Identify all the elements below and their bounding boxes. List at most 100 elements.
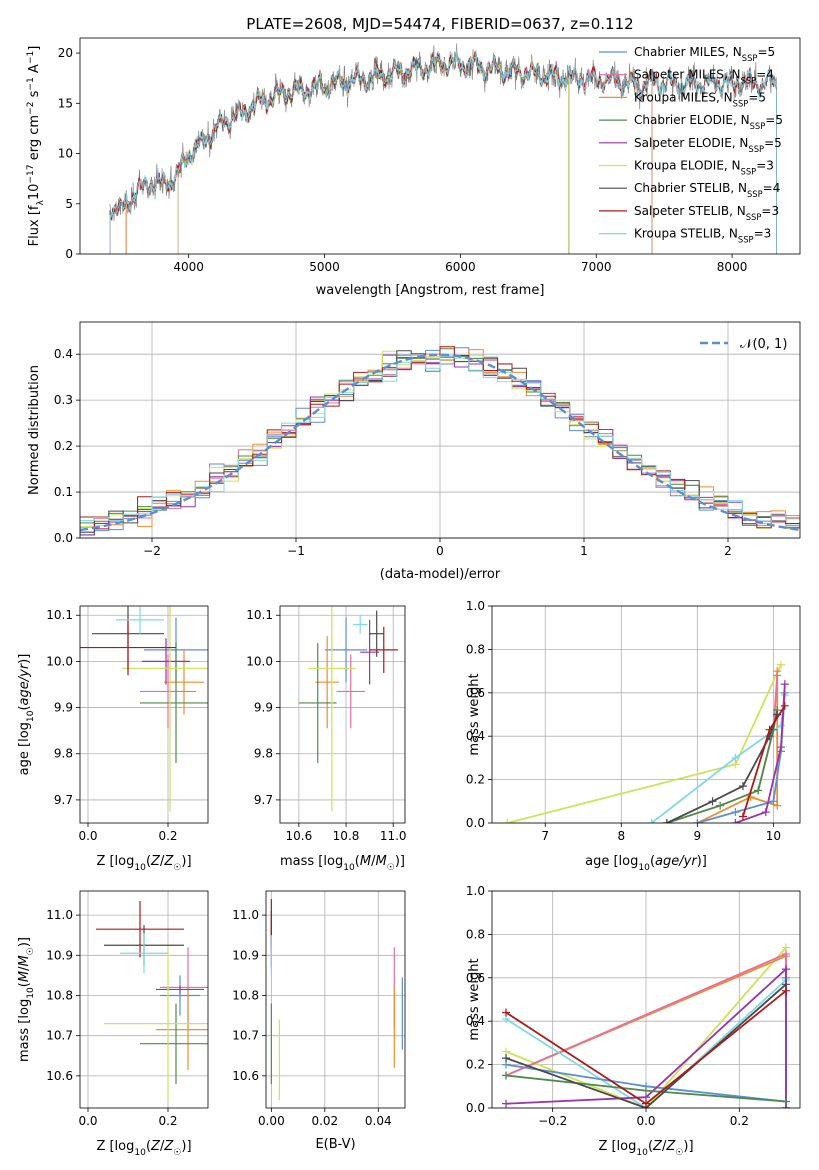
y-tick-label: 0.4 (466, 1014, 485, 1028)
weight-marker (502, 1099, 510, 1108)
panel-mass_weight_vs_age: 7 8 9 10 0.0 0.2 0.4 0.6 0.8 1.0 mass weight age [l… (466, 599, 801, 873)
weight-line (505, 983, 787, 1108)
weight-marker (716, 801, 725, 810)
weight-marker (708, 797, 717, 806)
y-tick-label: 0.2 (54, 439, 73, 453)
legend-entry: Kroupa MILES, NSSP=5 (634, 90, 766, 108)
legend-entry: 𝒩(0, 1) (740, 337, 787, 352)
panel-mass_vs_ebv: 0.00 0.02 0.04 10.6 10.7 10.8 10.9 11.0 E(B-V) (232, 890, 406, 1152)
axes-frame (491, 605, 801, 824)
axes-frame (265, 890, 406, 1109)
x-tick-label: 1 (580, 544, 588, 558)
legend-entry: Salpeter STELIB, NSSP=3 (634, 204, 779, 222)
weight-marker (647, 819, 656, 823)
x-tick-label: 0.2 (730, 1114, 749, 1128)
y-tick-label: 0.0 (466, 1101, 485, 1115)
y-tick-label: 9.7 (54, 793, 73, 807)
weight-marker (642, 1086, 650, 1095)
x-tick-label: 8 (617, 829, 625, 843)
x-axis-label: age [log10(age/yr)] (585, 854, 707, 873)
y-tick-label: 9.9 (54, 701, 73, 715)
x-tick-label: 2 (724, 544, 732, 558)
weight-marker (773, 801, 782, 810)
y-tick-label: 11.0 (232, 908, 259, 922)
weight-line (505, 967, 787, 1108)
x-tick-label: −1 (287, 544, 305, 558)
axes-frame (79, 890, 209, 1109)
weight-marker (782, 949, 790, 958)
x-tick-label: 8000 (717, 260, 748, 274)
plot-area (80, 606, 208, 812)
weight-marker (502, 1054, 510, 1063)
x-axis-label: mass [log10(M/M☉)] (280, 854, 405, 873)
x-tick-label: −0.2 (538, 1114, 567, 1128)
weight-marker (693, 819, 702, 823)
legend-entry: Salpeter MILES, NSSP=4 (634, 68, 774, 86)
y-tick-label: 0.0 (466, 816, 485, 830)
weight-line (505, 946, 787, 1108)
figure-title: PLATE=2608, MJD=54474, FIBERID=0637, z=0… (246, 15, 633, 33)
plot-area (96, 901, 208, 1100)
x-tick-label: 0.00 (258, 1114, 285, 1128)
x-axis-label: Z [log10(Z/Z☉)] (96, 1139, 191, 1158)
weight-marker (642, 1099, 650, 1108)
y-tick-label: 0.4 (54, 347, 73, 361)
y-tick-label: 9.8 (254, 747, 273, 761)
x-tick-label: 9 (694, 829, 702, 843)
panel-spectrum: 4000 5000 6000 7000 8000 0 5 10 15 20 wavelength [… (26, 37, 801, 298)
y-tick-label: 10.7 (46, 1029, 73, 1043)
legend-entry: Chabrier STELIB, NSSP=4 (634, 181, 780, 199)
weight-line (505, 979, 787, 1108)
y-tick-label: 10.0 (246, 654, 273, 668)
weight-marker (780, 701, 789, 710)
y-axis-label: mass weight (467, 673, 482, 755)
x-tick-label: 0 (436, 544, 444, 558)
weight-marker (782, 965, 790, 974)
weight-marker (731, 808, 740, 817)
y-tick-label: 9.8 (54, 747, 73, 761)
x-tick-label: 5000 (309, 260, 340, 274)
y-tick-label: 10.0 (46, 654, 73, 668)
plot-area (109, 43, 777, 254)
panel-age_vs_mass: 10.6 10.8 11.0 9.7 9.8 9.9 10.0 10.1 mass [log10… (246, 605, 407, 873)
y-tick-label: 1.0 (466, 599, 485, 613)
x-tick-label: 7 (541, 829, 549, 843)
axes-frame (79, 605, 209, 824)
x-tick-label: 0.0 (78, 829, 97, 843)
y-tick-label: 0.0 (54, 531, 73, 545)
weight-marker (754, 786, 763, 795)
plot-area (502, 943, 790, 1108)
axes-frame (79, 321, 801, 539)
x-tick-label: 4000 (173, 260, 204, 274)
y-tick-label: 0.2 (466, 1058, 485, 1072)
y-tick-label: 0.4 (466, 729, 485, 743)
y-tick-label: 10.7 (232, 1029, 259, 1043)
weight-line (696, 671, 779, 823)
weight-marker (769, 797, 778, 806)
x-tick-label: 10 (766, 829, 781, 843)
y-axis-label: age [log10(age/yr)] (17, 654, 36, 776)
weight-marker (502, 1071, 510, 1080)
weight-marker (502, 1008, 510, 1017)
y-tick-label: 11.0 (46, 908, 73, 922)
weight-marker (761, 808, 770, 817)
y-tick-label: 1.0 (466, 884, 485, 898)
x-axis-label: wavelength [Angstrom, rest frame] (316, 283, 545, 298)
x-tick-label: 0.2 (158, 829, 177, 843)
x-tick-label: 0.0 (78, 1114, 97, 1128)
y-tick-label: 10.1 (46, 608, 73, 622)
legend-entry: Salpeter ELODIE, NSSP=5 (634, 136, 782, 154)
y-tick-label: 9.9 (254, 701, 273, 715)
y-tick-label: 0 (65, 247, 73, 261)
y-tick-label: 9.7 (254, 793, 273, 807)
legend: Chabrier MILES, NSSP=5 Salpeter MILES, NS… (599, 45, 783, 245)
panel-mass_weight_vs_Z: −0.2 0.0 0.2 0.0 0.2 0.4 0.6 0.8 1.0 mass weight Z… (466, 884, 801, 1158)
panel-age_vs_Z: 0.0 0.2 9.7 9.8 9.9 10.0 10.1 Z [log10(Z/Z☉)] ag… (17, 605, 209, 873)
y-tick-label: 10.8 (46, 988, 73, 1002)
weight-marker (782, 1097, 790, 1106)
weight-marker (776, 660, 785, 669)
y-tick-label: 0.6 (466, 971, 485, 985)
weight-marker (662, 819, 671, 823)
axes-frame (491, 890, 801, 1109)
